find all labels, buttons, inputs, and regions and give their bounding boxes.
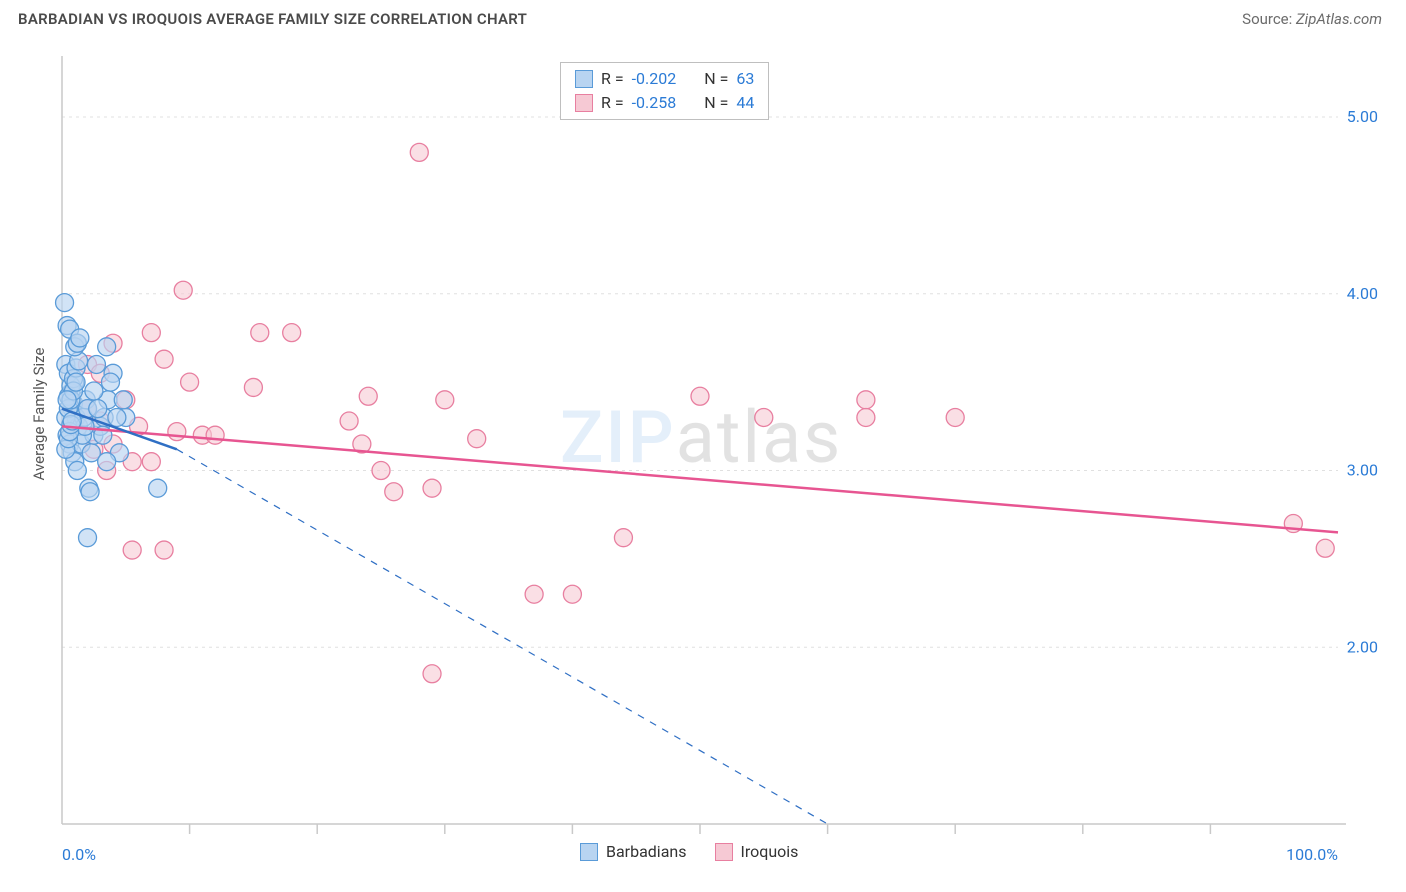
chart-source: Source: ZipAtlas.com <box>1242 10 1382 28</box>
legend-label: Iroquois <box>741 842 799 861</box>
svg-text:2.00: 2.00 <box>1347 637 1378 656</box>
n-value: 63 <box>736 67 754 91</box>
series-legend: Barbadians Iroquois <box>580 842 798 861</box>
chart-area: Average Family Size 2.00 3.00 4.00 5.00 0.0%… <box>18 44 1388 884</box>
n-label: N = <box>704 67 728 91</box>
n-label: N = <box>704 91 728 115</box>
correlation-legend: R = -0.202 N = 63 R = -0.258 N = 44 <box>560 62 769 120</box>
legend-label: Barbadians <box>606 842 687 861</box>
r-label: R = <box>601 67 624 91</box>
corr-row-iroquois: R = -0.258 N = 44 <box>575 91 754 115</box>
legend-swatch-icon <box>575 94 593 112</box>
n-value: 44 <box>736 91 754 115</box>
svg-text:3.00: 3.00 <box>1347 461 1378 480</box>
chart-title: BARBADIAN VS IROQUOIS AVERAGE FAMILY SIZ… <box>18 10 527 28</box>
source-value: ZipAtlas.com <box>1296 10 1382 28</box>
r-value: -0.258 <box>632 91 677 115</box>
svg-text:0.0%: 0.0% <box>62 845 96 864</box>
r-label: R = <box>601 91 624 115</box>
scatter-plot: 2.00 3.00 4.00 5.00 0.0% 100.0% <box>18 44 1388 884</box>
svg-text:5.00: 5.00 <box>1347 107 1378 126</box>
chart-header: BARBADIAN VS IROQUOIS AVERAGE FAMILY SIZ… <box>0 0 1406 34</box>
legend-swatch-icon <box>580 843 598 861</box>
svg-text:100.0%: 100.0% <box>1286 845 1338 864</box>
legend-item: Iroquois <box>715 842 799 861</box>
y-axis-label: Average Family Size <box>30 314 48 514</box>
legend-swatch-icon <box>715 843 733 861</box>
svg-text:4.00: 4.00 <box>1347 284 1378 303</box>
corr-row-barbadians: R = -0.202 N = 63 <box>575 67 754 91</box>
legend-swatch-icon <box>575 70 593 88</box>
r-value: -0.202 <box>632 67 677 91</box>
legend-item: Barbadians <box>580 842 687 861</box>
source-label: Source: <box>1242 10 1292 28</box>
